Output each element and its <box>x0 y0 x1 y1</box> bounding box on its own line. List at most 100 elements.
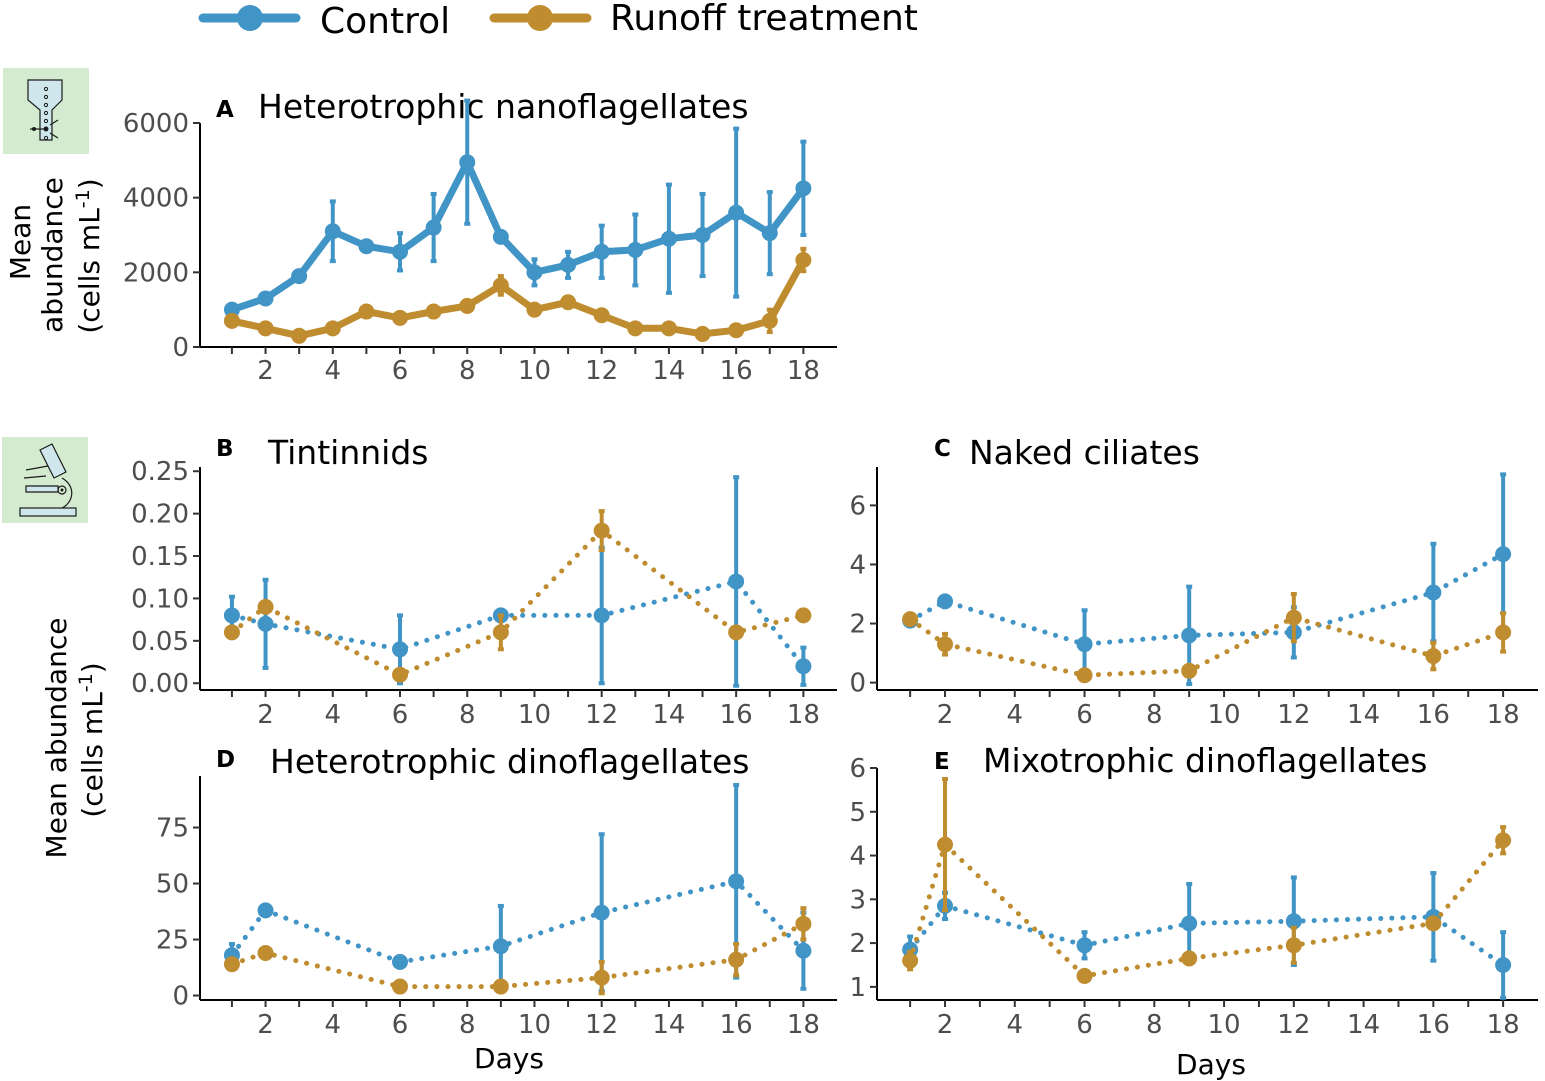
series-line <box>907 551 1506 647</box>
data-point <box>392 309 409 326</box>
y-label-bcde-exponent: -1 <box>75 673 97 692</box>
data-point <box>291 327 308 344</box>
series-line <box>907 837 1506 979</box>
data-point <box>1076 937 1093 954</box>
y-tick-label: 0 <box>172 333 189 363</box>
x-tick-label: 14 <box>652 700 685 730</box>
x-tick-label: 8 <box>1146 700 1163 730</box>
x-tick-label: 10 <box>518 700 551 730</box>
data-point <box>257 902 274 919</box>
series-runoff <box>223 509 812 683</box>
x-tick-label: 12 <box>585 700 618 730</box>
series-runoff <box>223 246 812 344</box>
series-line <box>228 158 807 314</box>
data-point <box>560 256 577 273</box>
data-point <box>392 641 409 658</box>
series-control <box>223 475 812 688</box>
y-tick-label: 6000 <box>123 109 189 139</box>
data-point <box>1285 913 1302 930</box>
data-point <box>358 303 375 320</box>
y-label-bcde-line2: (cells mL-1) <box>75 662 109 817</box>
y-label-a-line2: abundance <box>36 177 69 333</box>
y-tick-label: 0 <box>172 982 189 1012</box>
data-point <box>728 873 745 890</box>
panel-c: 2 4 6 8 10 12 14 16 18 0 2 4 6 C Naked ciliates <box>849 433 1538 730</box>
data-point <box>795 915 812 932</box>
y-tick-label: 3 <box>849 885 866 915</box>
data-point <box>795 252 812 269</box>
panel-title: Heterotrophic dinoflagellates <box>270 742 750 781</box>
data-point <box>1285 937 1302 954</box>
x-tick-label: 2 <box>257 1010 274 1040</box>
series-line <box>228 256 807 340</box>
y-label-a-line3: (cells mL-1) <box>72 178 106 333</box>
x-tick-label: 16 <box>720 1010 753 1040</box>
data-point <box>223 956 240 973</box>
data-point <box>761 225 778 242</box>
data-point <box>728 624 745 641</box>
data-point <box>526 301 543 318</box>
legend: Control Runoff treatment <box>198 0 918 42</box>
x-tick-label: 12 <box>1277 1010 1310 1040</box>
panel-title: Naked ciliates <box>969 433 1200 472</box>
y-tick-label: 5 <box>849 798 866 828</box>
x-tick-label: 8 <box>459 700 476 730</box>
data-point <box>560 294 577 311</box>
data-point <box>593 307 610 324</box>
x-tick-label: 18 <box>787 356 820 386</box>
x-tick-label: 18 <box>1487 1010 1520 1040</box>
y-tick-label: 0.15 <box>131 542 189 572</box>
y-tick-label: 25 <box>156 926 189 956</box>
data-point <box>728 951 745 968</box>
y-tick-label: 6 <box>849 491 866 521</box>
data-point <box>902 941 919 958</box>
y-tick-label: 2000 <box>123 258 189 288</box>
data-point <box>795 658 812 675</box>
data-point <box>526 264 543 281</box>
data-point <box>392 953 409 970</box>
data-point <box>1495 956 1512 973</box>
series-runoff <box>902 592 1512 684</box>
data-point <box>593 969 610 986</box>
flow-cytometer-icon <box>3 68 89 154</box>
series-line <box>229 878 806 965</box>
x-tick-label: 2 <box>257 356 274 386</box>
y-axis-label-panel-a: Mean abundance (cells mL-1) <box>4 177 106 334</box>
data-point <box>257 290 274 307</box>
x-tick-label: 6 <box>392 1010 409 1040</box>
data-point <box>459 297 476 314</box>
data-point <box>1285 609 1302 626</box>
legend-marker-runoff <box>527 5 553 31</box>
data-point <box>694 325 711 342</box>
panel-b: 2 4 6 8 10 12 14 16 18 0.00 0.05 0.10 0.15 0.20 0.25 B T… <box>131 433 837 730</box>
x-tick-label: 10 <box>518 1010 551 1040</box>
x-tick-label: 12 <box>585 1010 618 1040</box>
x-tick-label: 2 <box>257 700 274 730</box>
data-point <box>257 615 274 632</box>
x-tick-label: 2 <box>937 700 954 730</box>
y-label-bcde-line1: Mean abundance <box>40 618 73 859</box>
panel-title: Tintinnids <box>267 433 428 472</box>
data-point <box>593 243 610 260</box>
panel-title: Heterotrophic nanoflagellates <box>258 87 749 126</box>
data-point <box>1181 627 1198 644</box>
y-label-bcde-close: ) <box>76 662 109 673</box>
data-point <box>1425 915 1442 932</box>
data-point <box>694 227 711 243</box>
panel-letter: C <box>934 436 951 462</box>
data-point <box>257 944 274 961</box>
data-point <box>937 593 954 610</box>
y-tick-label: 0.20 <box>131 500 189 530</box>
y-tick-label: 0.05 <box>131 627 189 657</box>
data-point <box>902 611 919 628</box>
data-point <box>728 322 745 339</box>
data-point <box>392 666 409 683</box>
data-point <box>392 243 409 260</box>
series-runoff <box>902 776 1512 984</box>
x-tick-label: 4 <box>1007 1010 1024 1040</box>
data-point <box>593 607 610 624</box>
y-tick-label: 0.10 <box>131 584 189 614</box>
x-tick-label: 4 <box>325 356 342 386</box>
x-tick-label: 2 <box>937 1010 954 1040</box>
x-axis-label-left: Days <box>474 1042 544 1075</box>
